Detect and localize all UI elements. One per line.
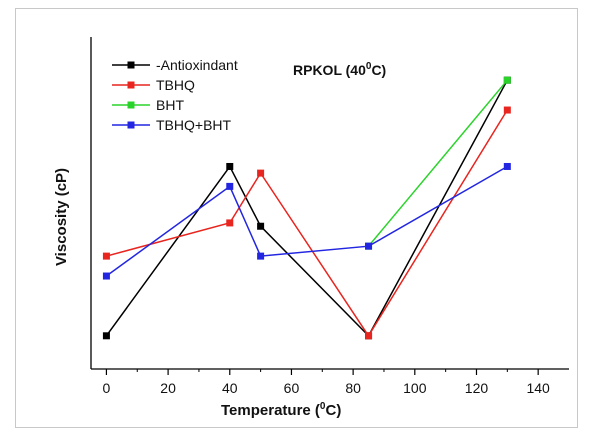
x-tick-label: 120 — [465, 380, 489, 396]
x-tick-label: 80 — [345, 380, 361, 396]
legend-marker — [127, 81, 135, 89]
data-point — [102, 272, 110, 280]
data-point — [257, 169, 265, 177]
series-line — [105, 165, 508, 277]
x-tick-label: 20 — [160, 380, 176, 396]
data-point — [226, 162, 234, 170]
legend-item: TBHQ — [112, 77, 195, 93]
legend-label: -Antioxindant — [156, 57, 238, 73]
y-axis-title: Viscosity (cP) — [53, 168, 70, 266]
chart-title: RPKOL (400C) — [293, 61, 386, 78]
legend-item: -Antioxindant — [112, 57, 238, 73]
legend-label: BHT — [156, 97, 184, 113]
data-point — [503, 106, 511, 114]
x-axis-title: Temperature (0C) — [221, 401, 341, 419]
data-point — [503, 76, 511, 84]
line-chart: 0 20 40 60 80 100 120 140 -Antioxindant TBHQ BHT T… — [53, 37, 569, 419]
data-point — [257, 252, 265, 260]
legend-marker — [127, 61, 135, 69]
data-point — [226, 182, 234, 190]
x-tick-label: 60 — [284, 380, 300, 396]
series-layer — [102, 76, 511, 340]
chart-frame: 0 20 40 60 80 100 120 140 -Antioxindant TBHQ BHT T… — [15, 8, 578, 428]
x-tick-label: 140 — [526, 380, 550, 396]
series-1 — [102, 106, 511, 340]
data-point — [503, 162, 511, 170]
legend-label: TBHQ+BHT — [156, 117, 232, 133]
legend-marker — [127, 101, 135, 109]
legend-item: BHT — [112, 97, 184, 113]
data-point — [257, 222, 265, 230]
legend-label: TBHQ — [156, 77, 195, 93]
x-tick-label: 100 — [403, 380, 427, 396]
axes: 0 20 40 60 80 100 120 140 — [90, 37, 569, 396]
legend-marker — [127, 121, 135, 129]
data-point — [365, 332, 373, 340]
legend: -Antioxindant TBHQ BHT TBHQ+BHT — [112, 57, 238, 133]
series-line — [106, 109, 508, 338]
x-tick-label: 40 — [222, 380, 238, 396]
series-3 — [102, 162, 511, 280]
series-line — [367, 79, 508, 247]
data-point — [365, 242, 373, 250]
data-point — [102, 252, 110, 260]
data-point — [102, 332, 110, 340]
data-point — [226, 219, 234, 227]
x-tick-label: 0 — [103, 380, 111, 396]
legend-item: TBHQ+BHT — [112, 117, 232, 133]
